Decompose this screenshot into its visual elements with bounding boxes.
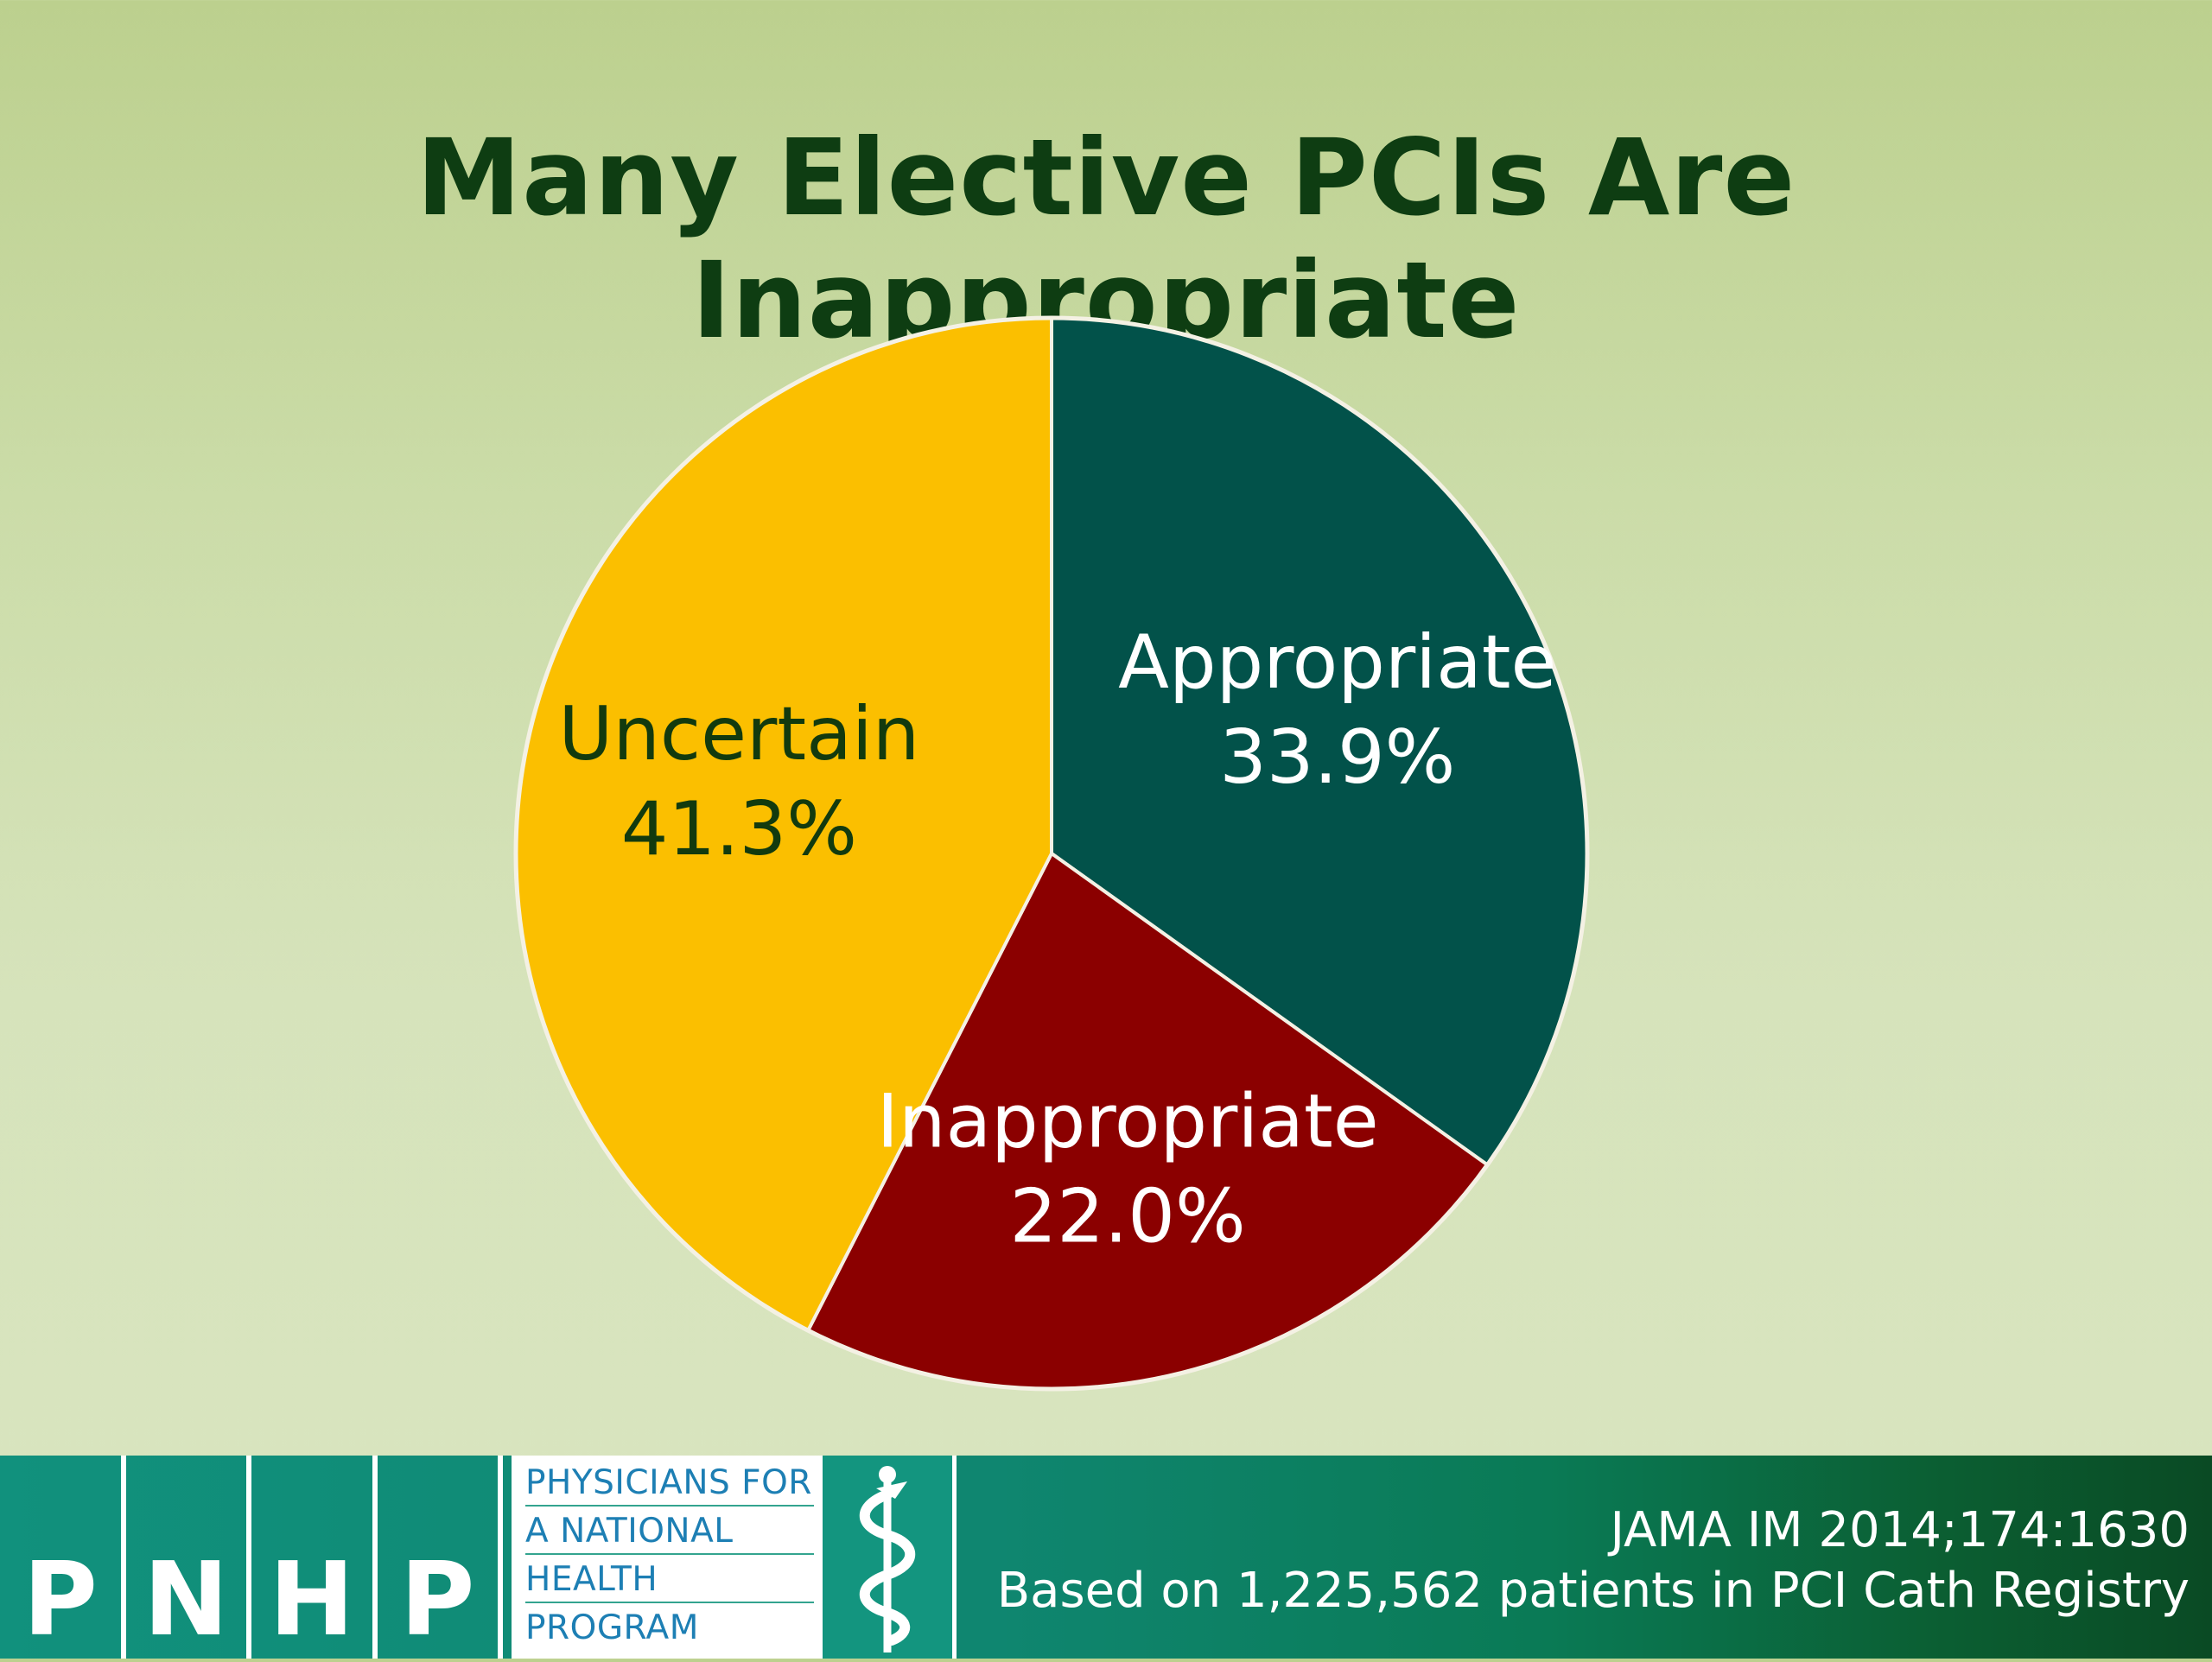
slice-value-label: 33.9% bbox=[1219, 714, 1455, 801]
citation-block: JAMA IM 2014;174:1630 Based on 1,225,562… bbox=[997, 1500, 2190, 1621]
logo-letter-cell: H bbox=[251, 1456, 378, 1659]
logo-letter: H bbox=[269, 1539, 355, 1659]
logo-letter-cell: P bbox=[0, 1456, 126, 1659]
logo-wordmark: PHYSICIANS FOR A NATIONAL HEALTH PROGRAM bbox=[512, 1456, 823, 1659]
citation-note: Based on 1,225,562 patients in PCI Cath … bbox=[996, 1563, 2190, 1619]
logo-letter: P bbox=[22, 1539, 98, 1659]
wordmark-line: PHYSICIANS FOR bbox=[525, 1466, 814, 1507]
slice-value-label: 41.3% bbox=[621, 786, 857, 872]
pnhp-logo: P N H P bbox=[0, 1456, 503, 1659]
logo-letter-cell: P bbox=[378, 1456, 503, 1659]
slice-category-label: Inappropriate bbox=[877, 1078, 1379, 1164]
wordmark-line: HEALTH bbox=[525, 1563, 814, 1603]
slice-category-label: Appropriate bbox=[1118, 619, 1556, 706]
footer-banner: P N H P PHYSICIANS FOR A NATIONAL HEALTH… bbox=[0, 1456, 2212, 1659]
caduceus-icon bbox=[823, 1456, 957, 1659]
slice-value-label: 22.0% bbox=[1010, 1173, 1246, 1259]
citation-reference: JAMA IM 2014;174:1630 bbox=[1610, 1502, 2190, 1558]
wordmark-line: PROGRAM bbox=[525, 1608, 699, 1647]
slice-category-label: Uncertain bbox=[558, 691, 919, 777]
wordmark-line: A NATIONAL bbox=[525, 1514, 814, 1555]
slide-title: Many Elective PCIs Are Inappropriate bbox=[416, 117, 1796, 362]
logo-letter: N bbox=[143, 1539, 229, 1659]
logo-letter-cell: N bbox=[126, 1456, 251, 1659]
logo-letter: P bbox=[400, 1539, 475, 1659]
pie-outline bbox=[513, 315, 1590, 1392]
